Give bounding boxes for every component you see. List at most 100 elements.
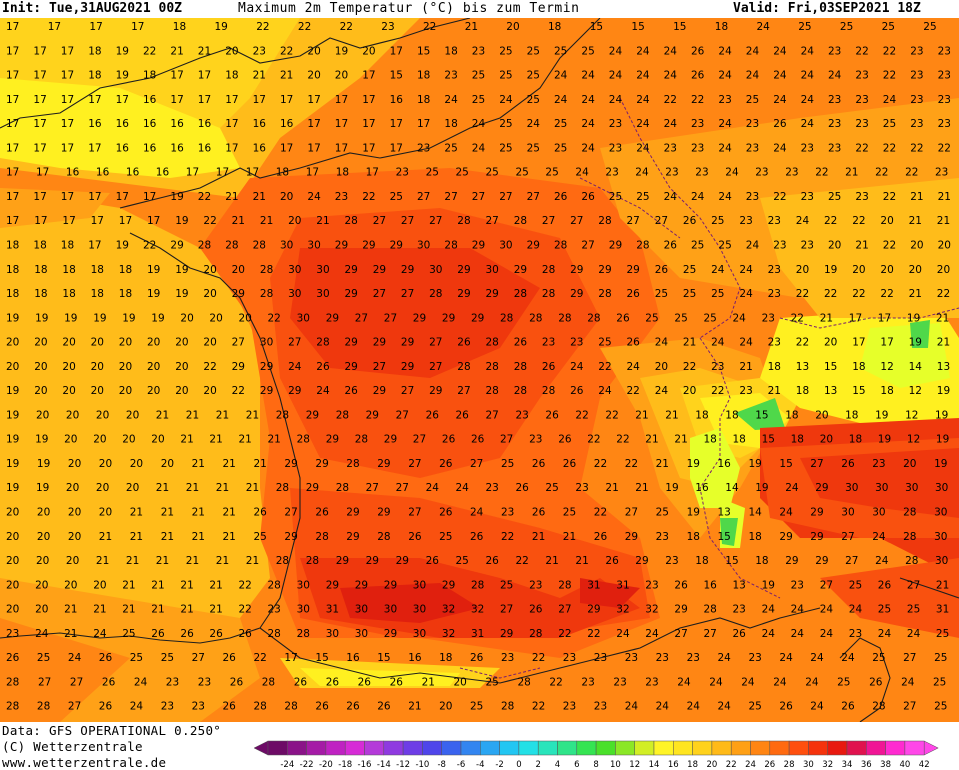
temperature-value: 22 bbox=[598, 361, 611, 373]
temperature-value: 16 bbox=[156, 167, 170, 179]
temperature-value: 29 bbox=[260, 385, 273, 397]
temperature-value: 29 bbox=[587, 604, 600, 616]
website-link[interactable]: www.wetterzentrale.de bbox=[2, 755, 167, 770]
legend-color-box bbox=[557, 740, 578, 756]
temperature-value: 30 bbox=[413, 628, 426, 640]
temperature-value: 27 bbox=[373, 288, 386, 300]
temperature-value: 22 bbox=[796, 337, 809, 349]
temperature-value: 17 bbox=[116, 94, 129, 106]
temperature-value: 20 bbox=[6, 555, 19, 567]
temperature-value: 17 bbox=[33, 191, 46, 203]
temperature-value: 28 bbox=[903, 507, 916, 519]
temperature-value: 24 bbox=[636, 70, 650, 82]
temperature-value: 28 bbox=[542, 288, 555, 300]
temperature-value: 28 bbox=[429, 288, 442, 300]
temperature-value: 25 bbox=[882, 21, 895, 33]
legend-color-box bbox=[364, 740, 385, 756]
temperature-value: 18 bbox=[336, 167, 349, 179]
temperature-value: 25 bbox=[655, 288, 668, 300]
temperature-value: 23 bbox=[516, 409, 529, 421]
temperature-value: 20 bbox=[239, 312, 252, 324]
temperature-value: 24 bbox=[581, 94, 595, 106]
temperature-value: 22 bbox=[905, 167, 918, 179]
temperature-value: 24 bbox=[810, 701, 824, 713]
temperature-value: 30 bbox=[905, 482, 918, 494]
temperature-value: 21 bbox=[99, 531, 112, 543]
coastline-7 bbox=[899, 577, 959, 599]
temperature-value: 20 bbox=[880, 215, 893, 227]
temperature-value: 26 bbox=[442, 434, 456, 446]
temperature-value: 21 bbox=[161, 507, 174, 519]
temperature-value: 23 bbox=[828, 142, 841, 154]
legend-color-box bbox=[344, 740, 365, 756]
temperature-value: 25 bbox=[516, 167, 529, 179]
temperature-value: 27 bbox=[192, 652, 205, 664]
temperature-value: 24 bbox=[733, 312, 747, 324]
temperature-value: 32 bbox=[442, 628, 455, 640]
temperature-value: 28 bbox=[501, 701, 514, 713]
temperature-value: 19 bbox=[35, 434, 48, 446]
temperature-value: 29 bbox=[346, 507, 359, 519]
temperature-value: 17 bbox=[307, 142, 320, 154]
temperature-value: 27 bbox=[413, 434, 426, 446]
temperature-value: 18 bbox=[548, 21, 561, 33]
temperature-value: 24 bbox=[718, 45, 732, 57]
temperature-value: 17 bbox=[849, 312, 862, 324]
temperature-value: 28 bbox=[518, 676, 531, 688]
temperature-value: 29 bbox=[401, 337, 414, 349]
temperature-value: 18 bbox=[695, 409, 708, 421]
temperature-value: 24 bbox=[581, 118, 595, 130]
temperature-value: 24 bbox=[636, 45, 650, 57]
temperature-value: 25 bbox=[545, 482, 558, 494]
temperature-value: 28 bbox=[554, 240, 567, 252]
coastline-6 bbox=[839, 637, 891, 722]
temperature-value: 23 bbox=[749, 652, 762, 664]
temperature-value: 20 bbox=[96, 482, 109, 494]
temperature-value: 17 bbox=[62, 215, 75, 227]
legend-tick-labels: -24 -22 -20 -18 -16 -14 -12 -10 -8 -6 -4 -2 0 2 4 6 8 10 1… bbox=[280, 760, 929, 770]
temperature-value: 23 bbox=[768, 215, 781, 227]
temperature-value: 25 bbox=[934, 652, 947, 664]
legend-tick-label: -18 bbox=[338, 760, 352, 770]
temperature-value: 16 bbox=[390, 94, 404, 106]
temperature-value: 23 bbox=[910, 94, 923, 106]
legend-tick-label: 18 bbox=[687, 760, 698, 770]
temperature-value: 18 bbox=[695, 555, 708, 567]
temperature-value: 20 bbox=[91, 385, 104, 397]
legend-tick-label: -2 bbox=[495, 760, 503, 770]
temperature-value: 26 bbox=[457, 337, 471, 349]
temperature-value: 19 bbox=[687, 458, 700, 470]
temperature-value: 28 bbox=[486, 361, 499, 373]
temperature-value: 22 bbox=[575, 409, 588, 421]
temperature-value: 18 bbox=[852, 361, 865, 373]
temperature-value: 24 bbox=[820, 604, 834, 616]
temperature-value: 22 bbox=[594, 507, 607, 519]
temperature-value: 22 bbox=[855, 142, 868, 154]
temperature-value: 24 bbox=[773, 70, 787, 82]
temperature-value: 16 bbox=[126, 167, 140, 179]
temperature-value: 17 bbox=[6, 70, 19, 82]
temperature-value: 26 bbox=[223, 701, 237, 713]
temperature-value: 18 bbox=[704, 434, 717, 446]
temperature-value: 17 bbox=[6, 142, 19, 154]
temperature-value: 27 bbox=[401, 385, 414, 397]
temperature-value: 23 bbox=[501, 507, 514, 519]
temperature-value: 26 bbox=[209, 628, 223, 640]
temperature-value: 22 bbox=[203, 361, 216, 373]
temperature-value: 17 bbox=[362, 142, 375, 154]
temperature-zone-13 bbox=[580, 578, 640, 608]
temperature-value: 30 bbox=[326, 628, 339, 640]
temperature-value: 21 bbox=[246, 409, 259, 421]
temperature-value: 21 bbox=[909, 215, 922, 227]
temperature-value: 18 bbox=[34, 264, 47, 276]
temperature-map[interactable]: 17 17 17 17 18 19 22 22 22 23 22 21 20 18 15 15 15 18 24 25… bbox=[0, 18, 959, 722]
temperature-value: 16 bbox=[88, 118, 102, 130]
temperature-value: 24 bbox=[779, 652, 793, 664]
temperature-value: 29 bbox=[384, 434, 397, 446]
temperature-value: 17 bbox=[362, 118, 375, 130]
temperature-value: 19 bbox=[6, 482, 19, 494]
temperature-value: 12 bbox=[880, 361, 893, 373]
temperature-value: 20 bbox=[225, 45, 238, 57]
temperature-value: 25 bbox=[439, 531, 452, 543]
temperature-value: 25 bbox=[872, 652, 885, 664]
